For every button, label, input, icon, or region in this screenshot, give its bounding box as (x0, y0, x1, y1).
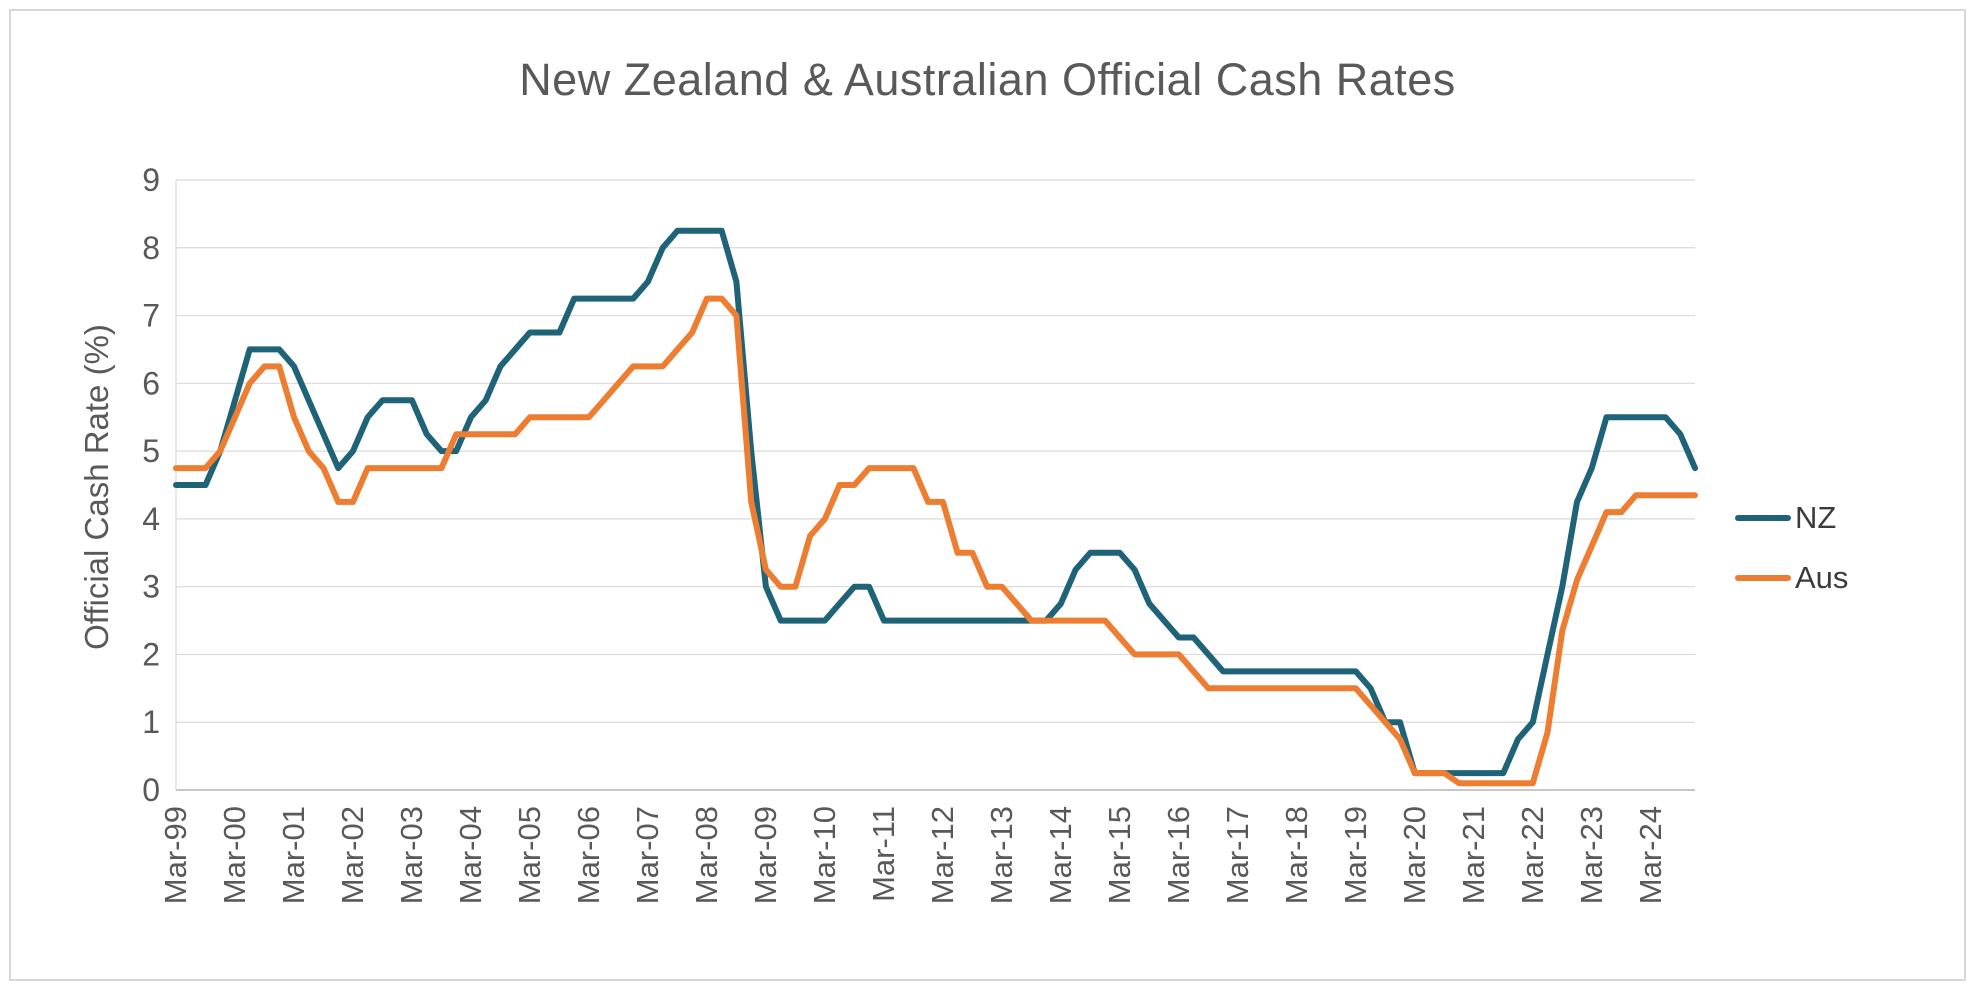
y-tick-label: 4 (142, 501, 160, 537)
aus-line-swatch (1735, 575, 1791, 581)
x-tick-label: Mar-20 (1397, 806, 1432, 904)
x-tick-label: Mar-17 (1220, 806, 1255, 904)
x-tick-label: Mar-23 (1574, 806, 1609, 904)
y-tick-label: 9 (142, 162, 160, 198)
y-tick-label: 3 (142, 569, 160, 605)
legend-entry-nz: NZ (1735, 500, 1848, 536)
figure-border (9, 9, 1966, 981)
x-tick-label: Mar-04 (453, 806, 488, 904)
y-tick-label: 7 (142, 298, 160, 334)
x-tick-label: Mar-99 (158, 806, 193, 904)
y-tick-label: 1 (142, 704, 160, 740)
y-tick-label: 2 (142, 636, 160, 672)
x-tick-label: Mar-11 (866, 806, 901, 902)
y-tick-label: 8 (142, 230, 160, 266)
x-tick-label: Mar-06 (571, 806, 606, 904)
series-line-aus (173, 295, 1698, 787)
legend-label-aus: Aus (1795, 560, 1849, 595)
x-tick-label: Mar-12 (925, 806, 960, 904)
x-tick-label: Mar-00 (217, 806, 252, 904)
x-tick-label: Mar-18 (1279, 806, 1314, 904)
x-tick-label: Mar-03 (394, 806, 429, 904)
x-tick-label: Mar-21 (1456, 806, 1491, 904)
x-tick-label: Mar-15 (1102, 806, 1137, 904)
x-tick-label: Mar-10 (807, 806, 842, 904)
chart-title: New Zealand & Australian Official Cash R… (519, 54, 1456, 105)
x-tick-label: Mar-09 (748, 806, 783, 904)
nz-line-swatch (1735, 515, 1791, 521)
x-tick-label: Mar-16 (1161, 806, 1196, 904)
x-tick-label: Mar-14 (1043, 806, 1078, 904)
x-tick-label: Mar-22 (1515, 806, 1550, 904)
legend-label-nz: NZ (1795, 500, 1837, 535)
y-tick-label: 0 (142, 772, 160, 808)
y-tick-label: 5 (142, 433, 160, 469)
x-tick-label: Mar-05 (512, 806, 547, 904)
x-tick-label: Mar-01 (276, 806, 311, 904)
legend: NZ Aus (1735, 500, 1848, 596)
x-tick-label: Mar-24 (1633, 806, 1668, 904)
x-tick-label: Mar-13 (984, 806, 1019, 904)
x-tick-label: Mar-07 (630, 806, 665, 904)
legend-entry-aus: Aus (1735, 560, 1848, 596)
x-tick-label: Mar-19 (1338, 806, 1373, 904)
y-tick-label: 6 (142, 365, 160, 401)
x-tick-label: Mar-08 (689, 806, 724, 904)
x-tick-label: Mar-02 (335, 806, 370, 904)
